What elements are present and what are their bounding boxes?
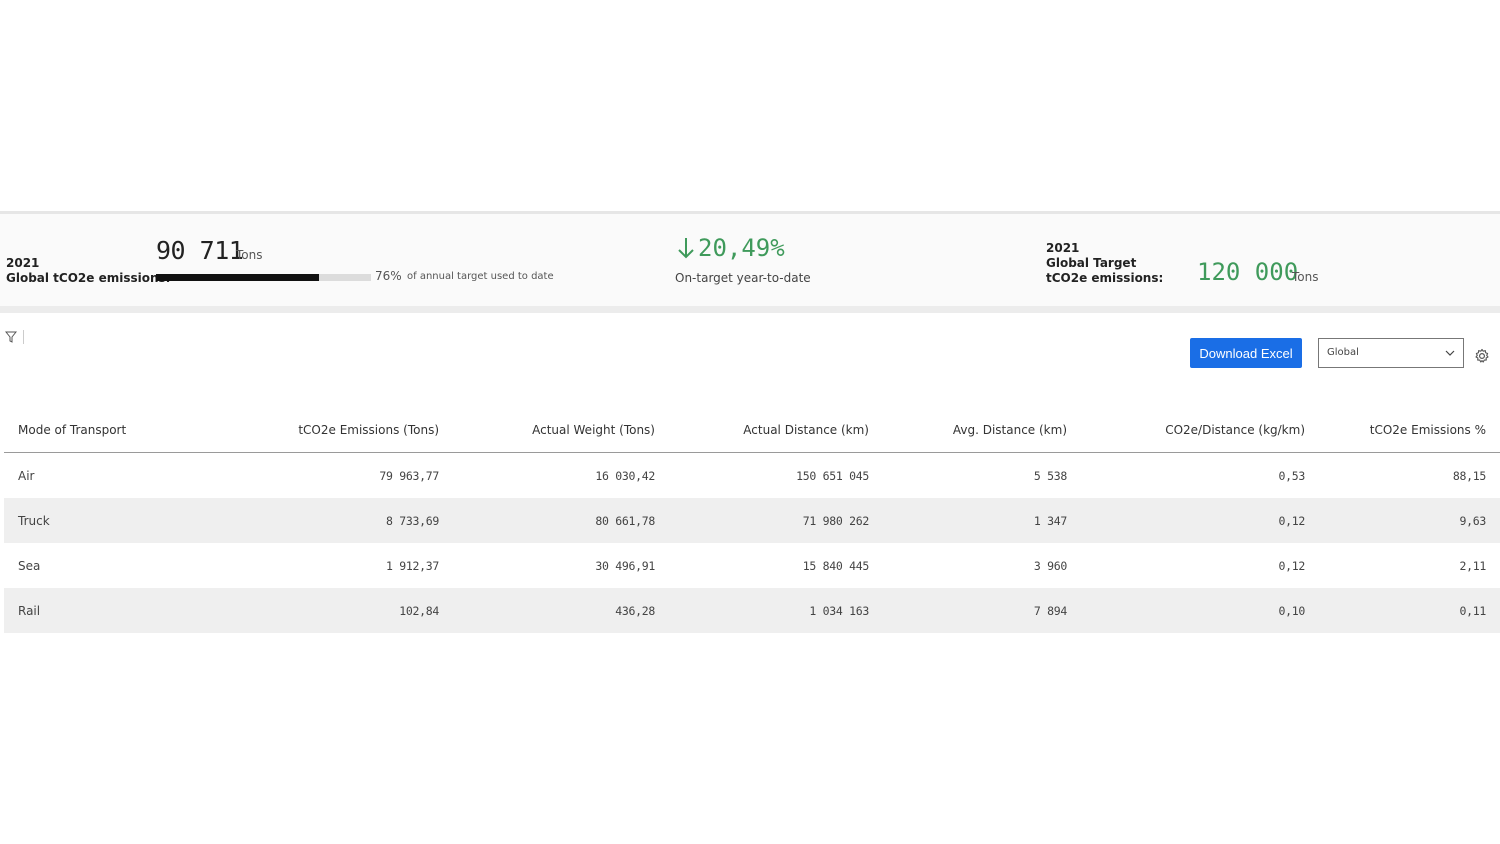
col-mode[interactable]: Mode of Transport (4, 408, 192, 453)
progress-note: of annual target used to date (407, 271, 554, 282)
cell-distance: 1 034 163 (669, 588, 883, 633)
chevron-down-icon (1445, 350, 1455, 356)
col-weight[interactable]: Actual Weight (Tons) (453, 408, 669, 453)
cell-avg-distance: 7 894 (883, 588, 1081, 633)
target-unit: Tons (1292, 270, 1319, 284)
progress-percent: 76% (375, 269, 402, 283)
cell-weight: 80 661,78 (453, 498, 669, 543)
cell-emissions-pct: 2,11 (1459, 558, 1487, 573)
cell-avg-distance: 5 538 (1033, 468, 1067, 483)
cell-weight: 30 496,91 (595, 558, 655, 573)
emissions-summary: 2021 Global tCO2e emissions: 90 711 Tons… (0, 211, 1500, 313)
trend-indicator: 20,49% (678, 234, 785, 262)
cell-co2-per-distance: 0,53 (1278, 468, 1306, 483)
cell-emissions-pct: 88,15 (1452, 468, 1486, 483)
cell-distance: 15 840 445 (802, 558, 870, 573)
gear-icon[interactable] (1474, 348, 1490, 364)
cell-emissions: 102,84 (192, 588, 453, 633)
region-select-value: Global (1327, 347, 1359, 358)
col-co2-per-distance[interactable]: CO2e/Distance (kg/km) (1081, 408, 1319, 453)
cell-avg-distance: 1 347 (883, 498, 1081, 543)
transport-emissions-table: Mode of Transport tCO2e Emissions (Tons)… (4, 408, 1500, 633)
cell-co2-per-distance: 0,12 (1081, 498, 1319, 543)
cell-distance: 150 651 045 (796, 468, 869, 483)
target-label: 2021 Global Target tCO2e emissions: (1046, 241, 1163, 286)
cell-weight: 16 030,42 (595, 468, 655, 483)
cell-emissions: 8 733,69 (192, 498, 453, 543)
download-excel-button[interactable]: Download Excel (1190, 338, 1302, 368)
cell-co2-per-distance: 0,10 (1081, 588, 1319, 633)
trend-caption: On-target year-to-date (675, 271, 811, 285)
cell-avg-distance: 3 960 (1033, 558, 1067, 573)
emissions-year: 2021 (6, 256, 40, 270)
col-emissions-pct[interactable]: tCO2e Emissions % (1319, 408, 1500, 453)
target-progress-fill (156, 274, 320, 281)
cell-distance: 71 980 262 (669, 498, 883, 543)
table-row: Air 79 963,77 16 030,42 150 651 045 5 53… (4, 453, 1500, 499)
cell-mode: Truck (4, 498, 192, 543)
col-distance[interactable]: Actual Distance (km) (669, 408, 883, 453)
toolbar-divider (23, 330, 24, 344)
target-progress-bar (156, 274, 371, 281)
filter-icon[interactable] (5, 331, 17, 343)
target-caption-2: tCO2e emissions: (1046, 271, 1164, 285)
target-caption-1: Global Target (1046, 256, 1137, 270)
table-row: Truck 8 733,69 80 661,78 71 980 262 1 34… (4, 498, 1500, 543)
cell-emissions: 1 912,37 (386, 558, 439, 573)
emissions-caption: Global tCO2e emissions: (6, 271, 171, 285)
target-year: 2021 (1046, 241, 1080, 255)
cell-emissions-pct: 0,11 (1319, 588, 1500, 633)
cell-mode: Sea (18, 558, 41, 573)
cell-mode: Air (18, 468, 35, 483)
arrow-down-icon (678, 238, 694, 259)
cell-mode: Rail (4, 588, 192, 633)
cell-emissions-pct: 9,63 (1319, 498, 1500, 543)
table-row: Sea 1 912,37 30 496,91 15 840 445 3 960 … (4, 543, 1500, 588)
col-avg-distance[interactable]: Avg. Distance (km) (883, 408, 1081, 453)
table-row: Rail 102,84 436,28 1 034 163 7 894 0,10 … (4, 588, 1500, 633)
cell-co2-per-distance: 0,12 (1278, 558, 1306, 573)
target-value: 120 000 (1197, 258, 1299, 286)
cell-weight: 436,28 (453, 588, 669, 633)
emissions-value: 90 711 (156, 236, 244, 265)
col-emissions[interactable]: tCO2e Emissions (Tons) (192, 408, 453, 453)
table-header-row: Mode of Transport tCO2e Emissions (Tons)… (4, 408, 1500, 453)
cell-emissions: 79 963,77 (379, 468, 439, 483)
trend-value: 20,49% (698, 234, 785, 262)
emissions-label: 2021 Global tCO2e emissions: (6, 256, 170, 286)
region-select[interactable]: Global (1318, 338, 1464, 368)
emissions-unit: Tons (236, 248, 263, 262)
